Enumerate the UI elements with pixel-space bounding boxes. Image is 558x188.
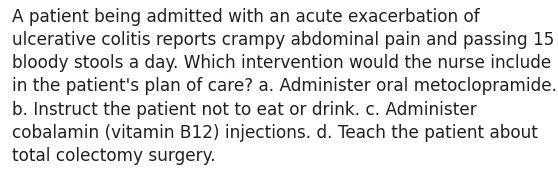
Text: A patient being admitted with an acute exacerbation of
ulcerative colitis report: A patient being admitted with an acute e…: [12, 8, 557, 165]
